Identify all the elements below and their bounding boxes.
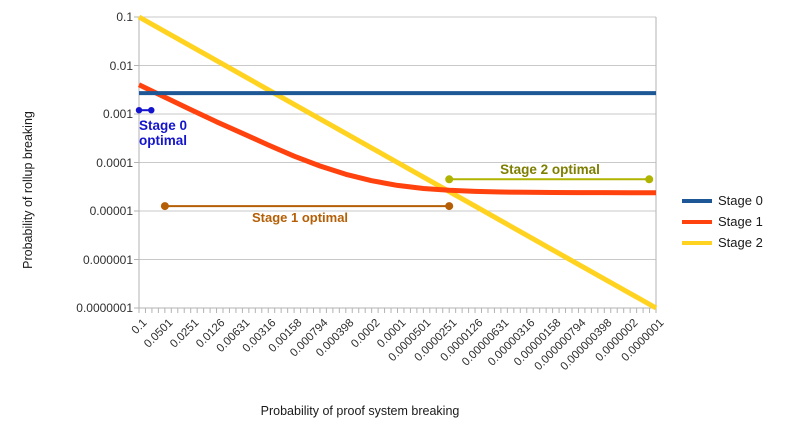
y-axis-title: Probability of rollup breaking xyxy=(21,111,35,269)
stage0-optimal-dot-left xyxy=(135,107,143,114)
y-tick-label: 0.000001 xyxy=(82,252,133,267)
legend-swatch-stage-2 xyxy=(682,240,712,245)
legend-swatch-stage-1 xyxy=(682,219,712,224)
annotation-stage2-optimal-label: Stage 2 optimal xyxy=(500,162,600,177)
stage2-optimal-dot-left xyxy=(445,175,454,184)
annotation-stage1-optimal-label: Stage 1 optimal xyxy=(251,210,349,225)
legend-label-stage-1: Stage 1 xyxy=(718,214,763,229)
series-line-stage-2 xyxy=(137,14,658,311)
x-axis-title: Probability of proof system breaking xyxy=(260,404,460,418)
y-tick-label: 0.0000001 xyxy=(76,301,133,315)
y-tick-label: 0.0001 xyxy=(96,155,133,170)
y-tick-label: 0.001 xyxy=(102,107,133,121)
y-tick-label: 0.00001 xyxy=(89,204,133,218)
stage2-optimal-dot-right xyxy=(645,175,654,184)
annotation-stage0-line1: Stage 0 xyxy=(138,118,188,133)
legend-label-stage-0: Stage 0 xyxy=(718,193,763,208)
legend-item-stage-0: Stage 0 xyxy=(682,190,763,211)
stage0-optimal-dot-right xyxy=(148,107,155,114)
legend: Stage 0 Stage 1 Stage 2 xyxy=(682,190,763,253)
stage1-optimal-dot-left xyxy=(160,202,169,211)
legend-label-stage-2: Stage 2 xyxy=(718,235,763,250)
legend-item-stage-1: Stage 1 xyxy=(682,211,763,232)
series-line-stage-1 xyxy=(137,82,656,196)
annotation-stage0-optimal-label: Stage 0 optimal xyxy=(139,118,187,148)
stage1-optimal-dot-right xyxy=(445,202,454,211)
annotation-stage0-line2: optimal xyxy=(138,133,187,148)
legend-item-stage-2: Stage 2 xyxy=(682,232,763,253)
y-tick-label: 0.01 xyxy=(109,58,133,73)
y-tick-label: 0.1 xyxy=(116,10,133,24)
legend-swatch-stage-0 xyxy=(682,198,712,203)
